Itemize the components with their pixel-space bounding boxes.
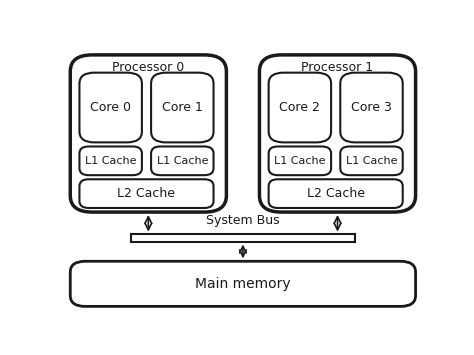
FancyBboxPatch shape [70,55,227,212]
FancyBboxPatch shape [80,147,142,175]
FancyBboxPatch shape [151,147,213,175]
FancyBboxPatch shape [80,73,142,142]
Text: L1 Cache: L1 Cache [156,156,208,166]
Text: Main memory: Main memory [195,277,291,291]
FancyBboxPatch shape [269,179,403,208]
FancyBboxPatch shape [340,147,403,175]
FancyBboxPatch shape [340,73,403,142]
Text: System Bus: System Bus [206,214,280,227]
FancyBboxPatch shape [269,73,331,142]
FancyBboxPatch shape [70,261,416,306]
FancyBboxPatch shape [151,73,213,142]
Text: L1 Cache: L1 Cache [274,156,326,166]
Text: Processor 1: Processor 1 [301,61,374,74]
FancyBboxPatch shape [269,147,331,175]
Text: L1 Cache: L1 Cache [346,156,397,166]
Text: Core 1: Core 1 [162,101,203,114]
Text: Core 0: Core 0 [90,101,131,114]
FancyBboxPatch shape [80,179,213,208]
FancyBboxPatch shape [259,55,416,212]
Text: Processor 0: Processor 0 [112,61,184,74]
Text: L1 Cache: L1 Cache [85,156,137,166]
Text: L2 Cache: L2 Cache [118,187,175,200]
Text: L2 Cache: L2 Cache [307,187,365,200]
Text: Core 2: Core 2 [280,101,320,114]
Text: Core 3: Core 3 [351,101,392,114]
